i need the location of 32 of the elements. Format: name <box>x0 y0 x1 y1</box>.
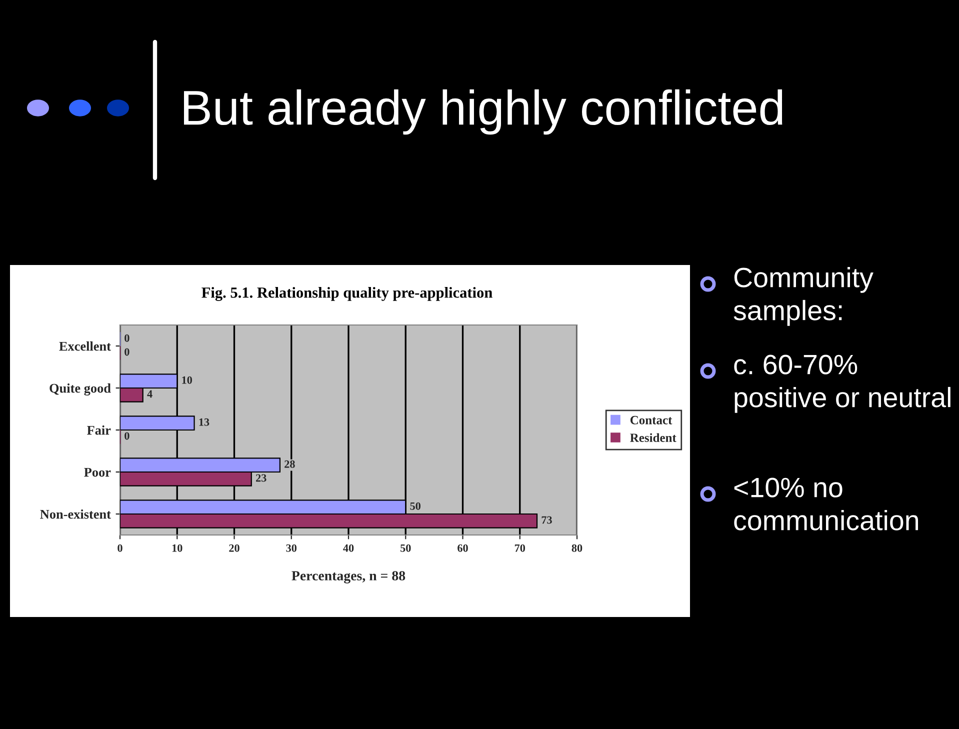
legend-label: Contact <box>630 416 672 424</box>
text: c. 60-70% positive or neutral <box>734 354 950 413</box>
chart-title: But already highly conflicted <box>184 89 782 135</box>
legend-label: Resident <box>630 433 676 442</box>
data-label: 13 <box>199 418 210 426</box>
data-label: 23 <box>256 474 266 482</box>
x-tick-label: 80 <box>572 544 582 552</box>
text: Community samples: <box>734 267 874 326</box>
data-label: 4 <box>147 390 152 398</box>
x-axis-title: Percentages, n = 88 <box>292 571 406 584</box>
data-label: 10 <box>182 376 192 384</box>
y-tick-label: Excellent <box>59 341 111 351</box>
text: <10% no communication <box>734 478 918 530</box>
data-label: 0 <box>124 432 130 440</box>
x-tick-label: 30 <box>286 544 297 552</box>
x-tick-label: 50 <box>400 544 411 552</box>
data-label: 28 <box>284 460 295 468</box>
data-label: 73 <box>542 516 552 524</box>
x-tick-label: 10 <box>172 544 182 552</box>
x-tick-label: 70 <box>514 544 526 552</box>
chart-subtitle: Fig. 5.1. Relationship quality pre-application <box>202 287 492 301</box>
y-tick-label: Poor <box>84 468 111 477</box>
data-label: 50 <box>410 502 420 510</box>
y-tick-label: Fair <box>87 425 111 435</box>
data-label: 0 <box>124 334 130 342</box>
x-tick-label: 0 <box>118 544 122 552</box>
x-tick-label: 60 <box>458 544 468 552</box>
y-tick-label: Non-existent <box>40 509 111 519</box>
x-tick-label: 20 <box>229 544 240 552</box>
y-tick-label: Quite good <box>50 383 111 396</box>
x-tick-label: 40 <box>343 544 354 552</box>
data-label: 0 <box>124 348 130 356</box>
